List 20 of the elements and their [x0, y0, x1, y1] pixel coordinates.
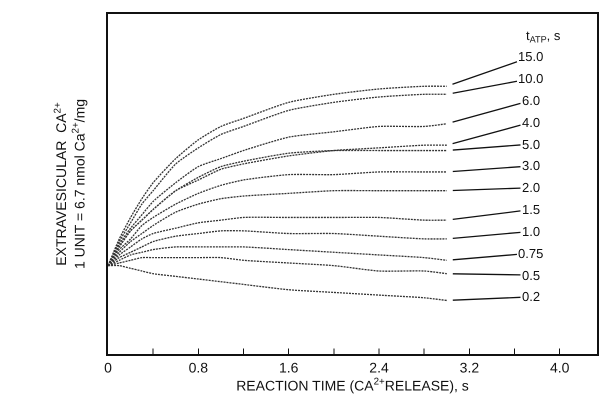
text: 0.5 — [522, 268, 540, 283]
legend-title: t$_{ATP}$, s — [526, 28, 561, 45]
text: 0.75 — [518, 246, 544, 261]
text: 10.0 — [518, 71, 544, 86]
x-tick-label: 4.0 — [550, 360, 570, 376]
text: 6.0 — [522, 93, 540, 108]
text: 1.0 — [522, 224, 540, 239]
text: 0.2 — [522, 289, 540, 304]
x-tick-label: 0.8 — [188, 360, 208, 376]
x-tick-label: 3.2 — [460, 360, 480, 376]
text: 5.0 — [522, 137, 540, 152]
text: 2.0 — [522, 180, 540, 195]
x-axis-title: REACTION TIME (CA$^{2+}$RELEASE), s — [236, 376, 469, 394]
x-tick-label: 2.4 — [369, 360, 389, 376]
text: 15.0 — [518, 49, 544, 64]
text: 3.0 — [522, 158, 540, 173]
x-tick-label: 1.6 — [278, 360, 299, 376]
x-tick-label: 0 — [104, 360, 112, 376]
text: 4.0 — [522, 115, 540, 130]
text: 1.5 — [522, 202, 540, 217]
